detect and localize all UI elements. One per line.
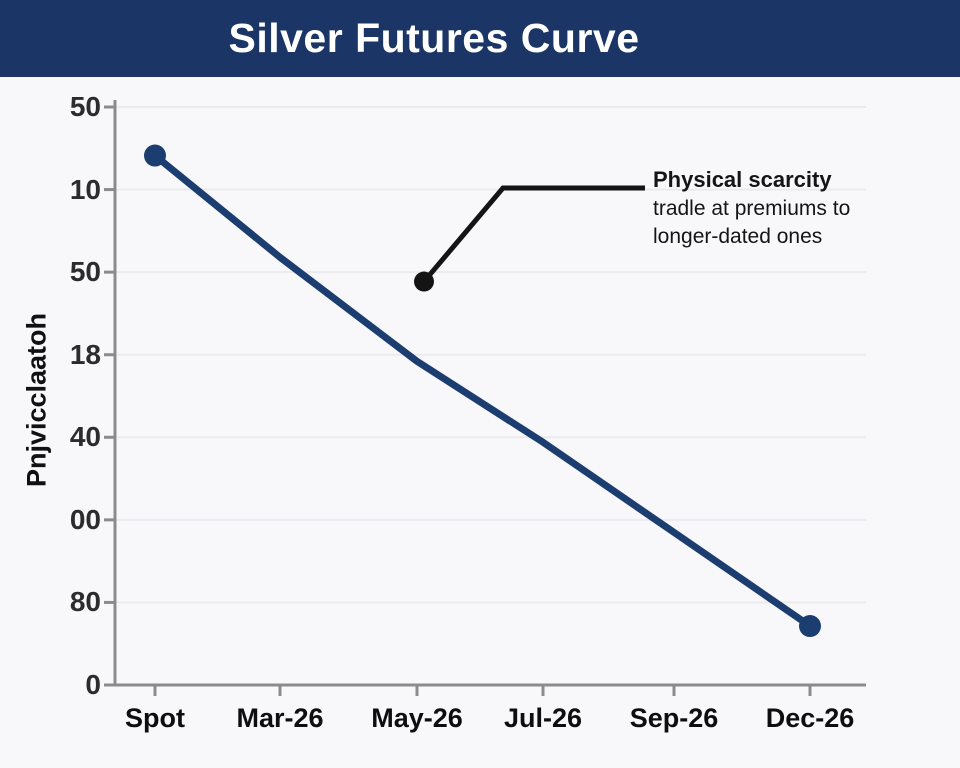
y-tick-label: 00 — [69, 503, 101, 535]
x-tick-label: May-26 — [371, 703, 463, 733]
y-tick-label: 18 — [69, 338, 101, 370]
annotation-anchor-dot — [414, 271, 434, 292]
x-tick-label: Dec-26 — [765, 703, 855, 733]
x-tick-label: Mar-26 — [236, 703, 324, 733]
annotation-line2: tradle at premiums to — [653, 196, 851, 220]
y-tick-label: 40 — [69, 421, 101, 453]
header-banner: Silver Futures Curve — [0, 0, 960, 77]
annotation-line3: longer-dated ones — [653, 225, 823, 248]
annotation-title: Physical scarcity — [653, 167, 832, 192]
y-tick-label: 0 — [85, 669, 101, 700]
y-tick-label: 50 — [69, 91, 101, 122]
x-tick-label: Spot — [125, 703, 185, 733]
spot-data-point — [144, 144, 166, 167]
futures-curve-line — [151, 152, 814, 630]
dec26-data-point — [799, 615, 821, 638]
y-tick-label: 80 — [69, 586, 101, 618]
chart-title: Silver Futures Curve — [228, 15, 640, 61]
y-tick-label: 10 — [69, 173, 101, 205]
x-tick-label: Sep-26 — [629, 703, 719, 733]
x-tick-label: Jul-26 — [503, 703, 583, 733]
annotation-text-block: Physical scarcity tradle at premiums to … — [653, 166, 850, 252]
y-axis-title: Pnjvicclaatoh — [21, 312, 52, 488]
annotation-leader-line — [422, 185, 645, 284]
y-tick-label: 50 — [69, 256, 101, 288]
